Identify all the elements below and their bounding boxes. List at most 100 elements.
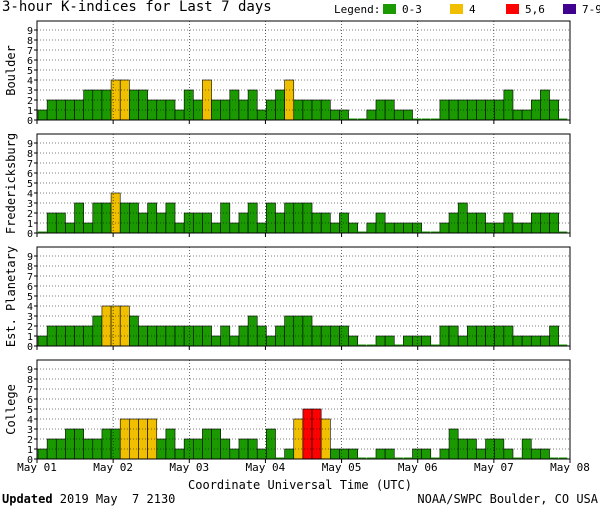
k-index-bar: [284, 448, 295, 460]
k-index-bar: [503, 448, 514, 460]
k-index-bar: [439, 222, 450, 234]
k-index-bar: [110, 428, 121, 460]
y-tick-label: 8: [27, 375, 33, 386]
k-index-bar: [119, 202, 130, 234]
x-tick-label: May 01: [17, 461, 57, 474]
k-index-bar: [202, 212, 212, 234]
k-index-bar: [375, 448, 386, 460]
k-index-bar: [421, 448, 432, 460]
k-index-bar: [311, 408, 322, 460]
k-index-bar: [156, 212, 167, 234]
k-index-bar: [430, 118, 440, 120]
k-index-bar: [101, 89, 112, 121]
y-tick-label: 4: [27, 302, 33, 313]
y-tick-label: 4: [27, 415, 33, 426]
chart-title: 3-hour K-indices for Last 7 days: [2, 0, 272, 15]
k-index-bar: [74, 202, 84, 234]
k-index-bar: [165, 99, 176, 121]
y-tick-label: 9: [27, 252, 33, 263]
k-index-bar: [412, 222, 422, 234]
k-index-bar: [238, 325, 249, 347]
k-index-bar: [302, 315, 313, 347]
k-index-bar: [558, 231, 568, 233]
k-index-bar: [37, 335, 48, 347]
y-tick-label: 3: [27, 199, 33, 210]
k-index-bar: [339, 109, 349, 121]
y-tick-label: 0: [27, 229, 33, 240]
k-index-bar: [540, 335, 550, 347]
y-tick-label: 8: [27, 149, 33, 160]
y-tick-label: 2: [27, 209, 33, 220]
k-index-bar: [192, 325, 203, 347]
y-tick-label: 9: [27, 26, 33, 37]
k-index-bar: [521, 222, 532, 234]
k-index-bar: [357, 344, 367, 346]
k-index-bar: [165, 202, 176, 234]
k-index-bar: [394, 457, 403, 459]
y-tick-label: 1: [27, 219, 33, 230]
k-index-bar: [530, 448, 541, 460]
y-tick-label: 5: [27, 292, 33, 303]
legend-item-0-3: 0-3: [383, 3, 422, 16]
k-index-bar: [503, 89, 514, 121]
y-tick-label: 1: [27, 445, 33, 456]
k-index-bar: [256, 325, 267, 347]
k-index-bar: [421, 231, 431, 233]
k-index-bar: [211, 428, 221, 460]
k-index-bar: [129, 89, 139, 121]
k-index-bar: [266, 428, 276, 460]
station-label: Boulder: [4, 45, 18, 96]
y-tick-label: 6: [27, 395, 33, 406]
k-index-bar: [403, 109, 413, 121]
k-index-bar: [92, 202, 103, 234]
k-index-bar: [384, 448, 395, 460]
k-index-bar: [339, 448, 349, 460]
legend-item-4: 4: [450, 3, 476, 16]
k-index-bar: [448, 99, 459, 121]
k-index-bar: [284, 315, 295, 347]
k-index-bar: [521, 109, 532, 121]
k-index-bar: [247, 438, 258, 460]
k-index-bar: [302, 202, 313, 234]
y-tick-label: 6: [27, 282, 33, 293]
k-index-bar: [38, 231, 47, 233]
legend-label: Legend:: [334, 3, 381, 16]
k-index-bar: [348, 335, 359, 347]
k-index-bar: [330, 109, 340, 121]
k-index-bar: [366, 222, 377, 234]
k-index-bar: [293, 315, 304, 347]
k-index-bar: [256, 222, 267, 234]
k-index-bar: [138, 89, 148, 121]
x-tick-label: May 06: [398, 461, 438, 474]
k-index-bar: [448, 212, 459, 234]
k-index-bar: [457, 335, 468, 347]
k-index-bar: [512, 335, 523, 347]
y-tick-label: 7: [27, 159, 33, 170]
k-index-bar: [101, 428, 112, 460]
k-index-bar: [174, 325, 185, 347]
legend-swatch-7-9: [563, 4, 576, 14]
y-tick-label: 1: [27, 332, 33, 343]
k-index-bar: [192, 99, 203, 121]
k-index-bar: [393, 109, 404, 121]
k-index-bar: [65, 222, 75, 234]
k-index-bar: [485, 222, 496, 234]
legend-text-0-3: 0-3: [402, 3, 422, 16]
k-index-bar: [512, 109, 523, 121]
y-tick-label: 9: [27, 139, 33, 150]
y-tick-label: 0: [27, 455, 33, 466]
y-tick-label: 6: [27, 56, 33, 67]
k-index-bar: [238, 99, 249, 121]
y-tick-label: 0: [27, 342, 33, 353]
y-tick-label: 4: [27, 189, 33, 200]
k-index-bar: [247, 315, 258, 347]
x-tick-label: May 02: [93, 461, 133, 474]
k-index-bar: [211, 335, 221, 347]
k-index-bar: [430, 231, 440, 233]
y-tick-label: 0: [27, 116, 33, 127]
k-index-bar: [183, 89, 194, 121]
